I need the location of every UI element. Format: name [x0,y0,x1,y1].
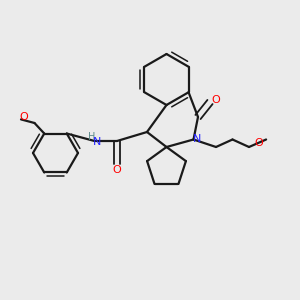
Text: O: O [254,138,263,148]
Text: H: H [88,132,96,142]
Text: O: O [20,112,28,122]
Text: O: O [112,165,122,175]
Text: O: O [211,94,220,105]
Text: N: N [193,134,201,144]
Text: N: N [93,136,101,147]
